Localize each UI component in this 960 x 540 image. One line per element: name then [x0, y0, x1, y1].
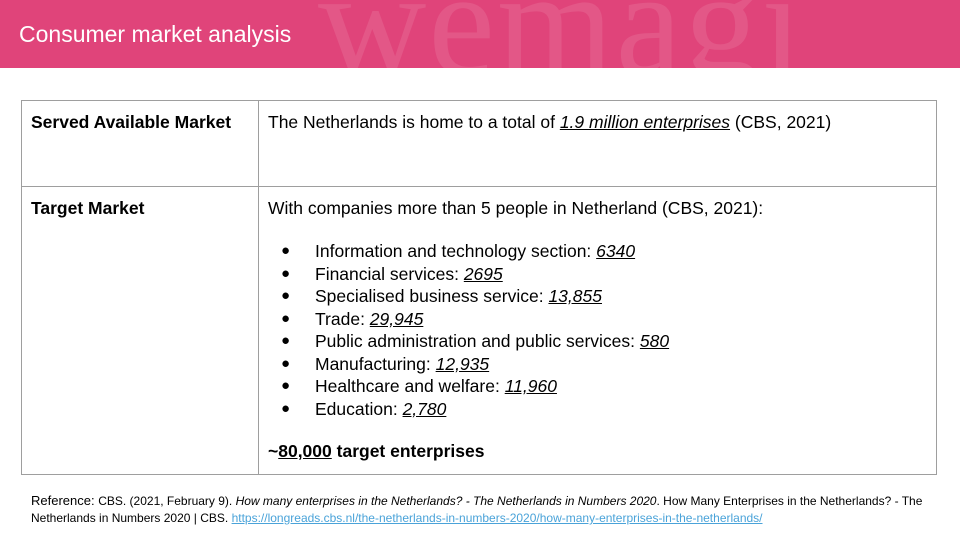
bullet-icon: ●: [281, 332, 291, 349]
list-item: ● Manufacturing: 12,935: [268, 353, 927, 376]
reference-link[interactable]: https://longreads.cbs.nl/the-netherlands…: [231, 511, 763, 525]
bullet-icon: ●: [281, 242, 291, 259]
list-item: ● Public administration and public servic…: [268, 330, 927, 353]
sector-label: Public administration and public service…: [315, 331, 640, 351]
bullet-icon: ●: [281, 377, 291, 394]
sector-label: Financial services:: [315, 263, 464, 284]
list-item: ● Education: 2,780: [268, 398, 927, 421]
bullet-icon: ●: [281, 354, 291, 372]
list-item: ● Specialised business service: 13,855: [268, 285, 927, 308]
table-row-target: Target Market With companies more than 5…: [21, 186, 937, 475]
sector-value: 2695: [463, 263, 503, 284]
sector-value: 580: [639, 331, 670, 351]
reference-title: How many enterprises in the Netherlands?…: [235, 494, 657, 508]
target-value-cell: With companies more than 5 people in Net…: [258, 186, 937, 475]
sam-highlight: 1.9 million enterprises: [559, 112, 731, 132]
sam-label-cell: Served Available Market: [21, 100, 259, 187]
bullet-icon: ●: [281, 287, 291, 304]
sector-label: Specialised business service:: [315, 286, 549, 306]
reference-footnote: Reference: CBS. (2021, February 9). How …: [31, 492, 931, 527]
sector-value: 12,935: [435, 353, 490, 374]
sam-text-before: The Netherlands is home to a total of: [268, 112, 560, 132]
list-item: ● Information and technology section: 634…: [268, 240, 927, 263]
list-item: ● Healthcare and welfare: 11,960: [268, 375, 927, 398]
sector-list: ● Information and technology section: 634…: [268, 240, 927, 420]
market-table: Served Available Market The Netherlands …: [21, 100, 937, 475]
reference-text: CBS. (2021, February 9).: [98, 494, 236, 508]
table-row-sam: Served Available Market The Netherlands …: [21, 100, 937, 187]
list-item: ● Trade: 29,945: [268, 308, 927, 331]
sector-value: 11,960: [504, 376, 557, 396]
total-value: 80,000: [278, 441, 332, 461]
sector-label: Trade:: [315, 308, 370, 329]
sector-value: 29,945: [369, 308, 424, 329]
sam-value-cell: The Netherlands is home to a total of 1.…: [258, 100, 937, 187]
target-total: ~80,000 target enterprises: [268, 440, 927, 462]
target-label: Target Market: [31, 198, 145, 218]
sector-label: Manufacturing:: [315, 353, 436, 374]
target-intro: With companies more than 5 people in Net…: [268, 198, 764, 218]
sector-label: Education:: [315, 398, 403, 419]
watermark-logo: wemagi: [318, 0, 805, 68]
total-suffix: target enterprises: [331, 441, 485, 461]
reference-label: Reference:: [31, 493, 99, 508]
bullet-icon: ●: [281, 264, 291, 282]
target-label-cell: Target Market: [21, 186, 259, 475]
reference-text-2: . How Many Enterprises in the Netherland…: [31, 494, 923, 525]
sector-label: Healthcare and welfare:: [315, 376, 505, 396]
bullet-icon: ●: [281, 309, 291, 327]
sector-value: 6340: [596, 241, 636, 261]
slide-title: Consumer market analysis: [19, 21, 292, 47]
sector-label: Information and technology section:: [315, 241, 597, 261]
list-item: ● Financial services: 2695: [268, 263, 927, 286]
sam-label: Served Available Market: [31, 112, 232, 132]
bullet-icon: ●: [281, 399, 291, 417]
total-prefix: ~: [268, 441, 279, 461]
slide-header: wemagi Consumer market analysis: [0, 0, 960, 68]
sam-text-after: (CBS, 2021): [730, 112, 832, 132]
sector-value: 2,780: [402, 398, 447, 419]
sector-value: 13,855: [548, 286, 602, 306]
